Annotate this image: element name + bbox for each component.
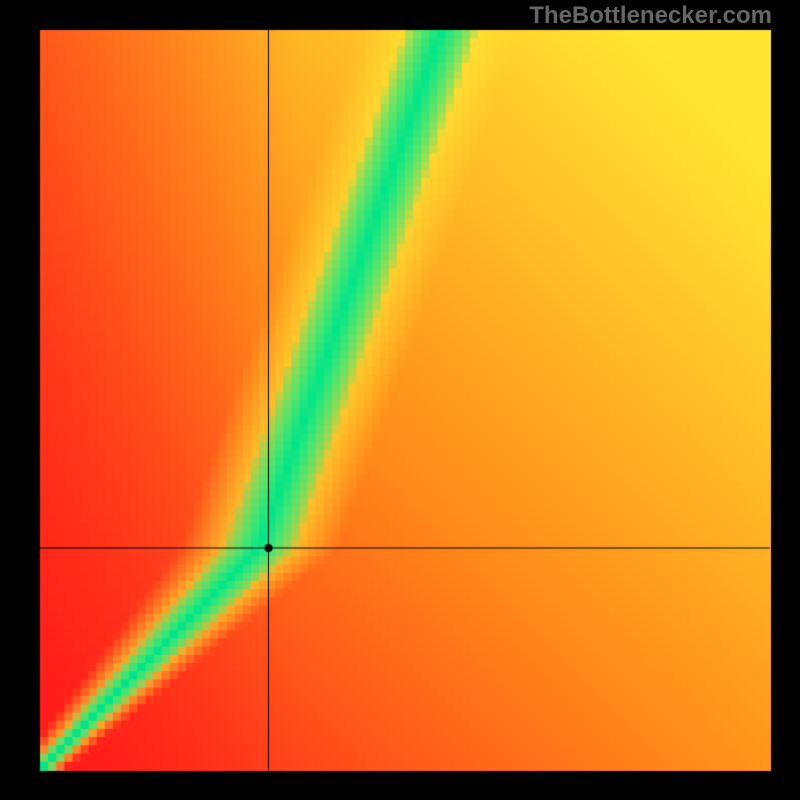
- watermark-text: TheBottlenecker.com: [529, 2, 772, 30]
- heatmap-canvas: [0, 0, 800, 800]
- chart-container: { "canvas": { "width": 800, "height": 80…: [0, 0, 800, 800]
